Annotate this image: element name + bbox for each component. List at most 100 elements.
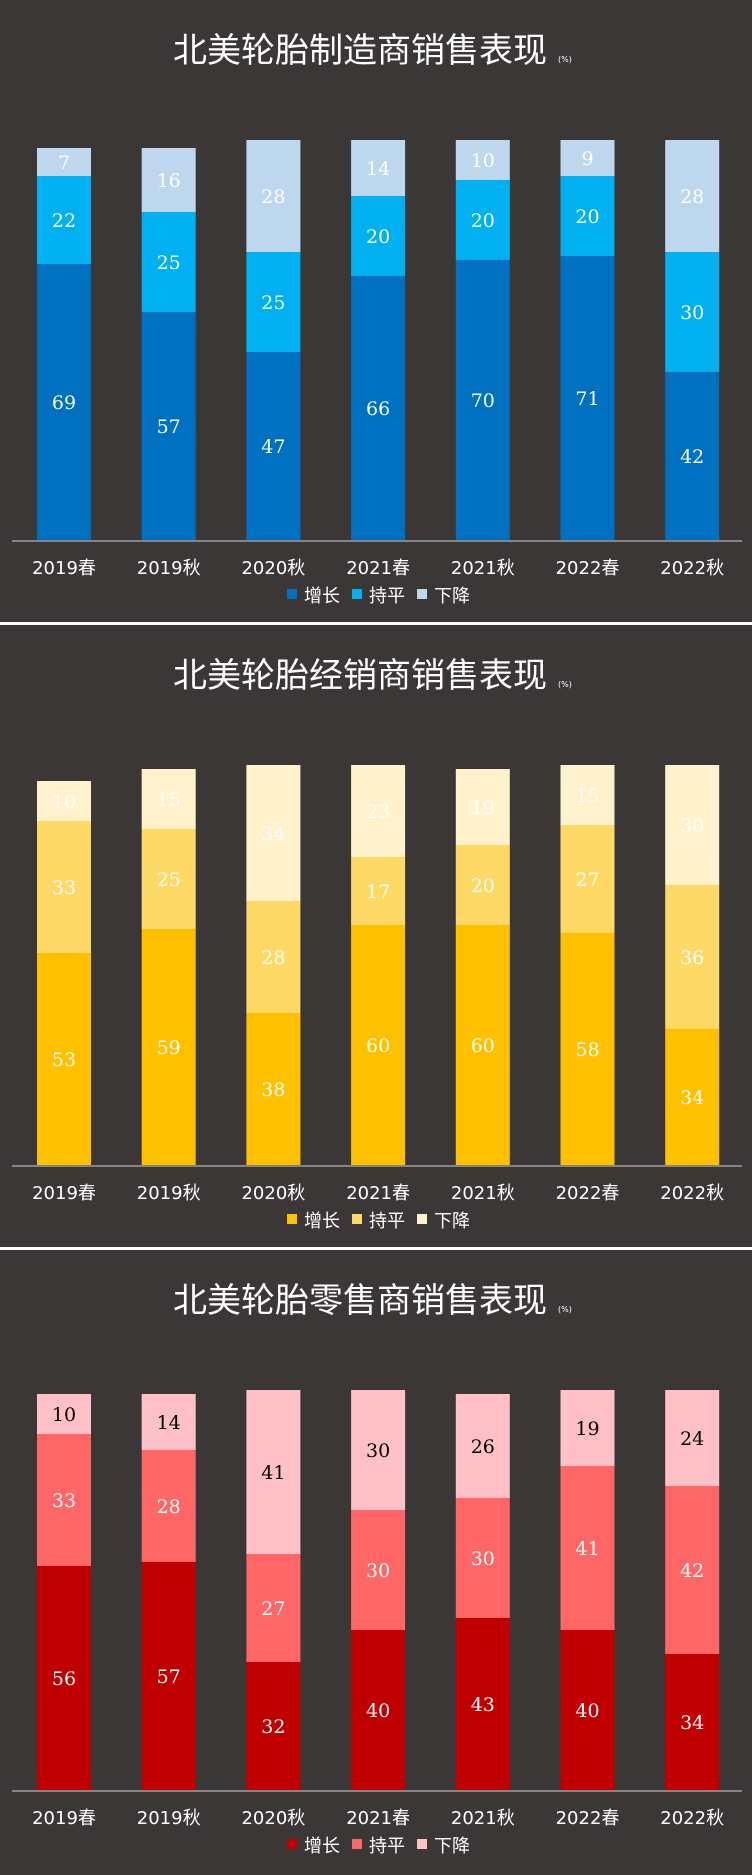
retailer-data-label: 34: [680, 1712, 704, 1734]
manufacturer-bar-segment: [37, 264, 91, 540]
retailer-chart-title: 北美轮胎零售商销售表现: [173, 1281, 547, 1321]
manufacturer-bar-segment: [141, 312, 196, 540]
retailer-category-label: 2019秋: [137, 1808, 201, 1829]
dealer-data-label: 19: [471, 797, 495, 819]
manufacturer-data-label: 25: [157, 252, 181, 274]
retailer-bar-segment: [246, 1554, 301, 1662]
dealer-data-label: 23: [366, 801, 390, 823]
manufacturer-category-label: 2022春: [556, 558, 620, 579]
retailer-data-label: 19: [575, 1418, 599, 1440]
manufacturer-bar-segment: [246, 252, 301, 352]
retailer-data-label: 41: [575, 1538, 599, 1560]
dealer-category-label: 2022秋: [660, 1183, 724, 1204]
retailer-bar-segment: [351, 1630, 406, 1790]
manufacturer-category-label: 2021秋: [451, 558, 515, 579]
dealer-bar-segment: [37, 821, 91, 953]
dealer-data-label: 34: [261, 823, 285, 845]
retailer-bar-segment: [665, 1654, 720, 1790]
retailer-data-label: 33: [52, 1490, 76, 1512]
manufacturer-legend-label: 下降: [434, 586, 470, 607]
manufacturer-bar-segment: [665, 140, 720, 252]
manufacturer-data-label: 28: [680, 186, 704, 208]
dealer-legend-swatch: [287, 1214, 297, 1224]
manufacturer-bar-segment: [665, 252, 720, 372]
retailer-category-label: 2020秋: [241, 1808, 305, 1829]
retailer-category-label: 2021秋: [451, 1808, 515, 1829]
retailer-data-label: 30: [366, 1560, 390, 1582]
retailer-data-label: 14: [157, 1412, 181, 1434]
dealer-bar-segment: [351, 925, 406, 1165]
retailer-bar-segment: [455, 1618, 510, 1790]
manufacturer-data-label: 57: [157, 416, 181, 438]
manufacturer-legend-swatch: [287, 589, 297, 599]
manufacturer-data-label: 20: [575, 206, 599, 228]
manufacturer-legend-swatch: [417, 589, 427, 599]
manufacturer-bar-segment: [351, 140, 406, 196]
dealer-bar-segment: [141, 929, 196, 1165]
retailer-chart-panel: 北美轮胎零售商销售表现 (%) 56 33 10 2019春 57 28 14 2019秋 32 27…: [0, 1250, 752, 1875]
dealer-category-label: 2021秋: [451, 1183, 515, 1204]
retailer-data-label: 41: [261, 1462, 285, 1484]
manufacturer-bar-segment: [37, 176, 91, 264]
manufacturer-bar-segment: [455, 140, 510, 180]
retailer-legend-swatch: [352, 1839, 362, 1849]
dealer-data-label: 53: [52, 1049, 76, 1071]
dealer-category-label: 2021春: [346, 1183, 410, 1204]
retailer-bar-segment: [560, 1390, 615, 1466]
retailer-bar-segment: [246, 1662, 301, 1790]
manufacturer-chart-panel: 北美轮胎制造商销售表现 (%) 69 22 7 2019春 57 25 16 2019秋 47 25 2…: [0, 0, 752, 622]
dealer-chart: 北美轮胎经销商销售表现 (%) 53 33 10 2019春 59 25 15 2019秋 38 28…: [12, 656, 742, 1232]
dealer-category-label: 2020秋: [241, 1183, 305, 1204]
retailer-category-label: 2021春: [346, 1808, 410, 1829]
manufacturer-bar-segment: [141, 212, 196, 312]
retailer-data-label: 40: [366, 1700, 390, 1722]
manufacturer-bar-segment: [665, 372, 720, 540]
retailer-bar-segment: [141, 1450, 196, 1562]
retailer-bar-segment: [455, 1394, 510, 1498]
retailer-bar-segment: [351, 1510, 406, 1630]
dealer-data-label: 38: [261, 1079, 285, 1101]
dealer-bar-segment: [455, 925, 510, 1165]
dealer-legend-label: 持平: [369, 1211, 405, 1232]
dealer-data-label: 20: [471, 875, 495, 897]
dealer-bar-segment: [455, 769, 510, 845]
manufacturer-data-label: 42: [680, 446, 704, 468]
retailer-bar-segment: [246, 1390, 301, 1554]
dealer-data-label: 60: [366, 1035, 390, 1057]
retailer-data-label: 10: [52, 1404, 76, 1426]
manufacturer-category-label: 2021春: [346, 558, 410, 579]
manufacturer-bar-segment: [351, 196, 406, 276]
manufacturer-data-label: 20: [471, 210, 495, 232]
manufacturer-bar-segment: [560, 176, 615, 256]
manufacturer-category-label: 2020秋: [241, 558, 305, 579]
retailer-bar-segment: [351, 1390, 406, 1510]
manufacturer-data-label: 7: [58, 152, 70, 174]
dealer-data-label: 30: [680, 815, 704, 837]
dealer-bar-segment: [246, 765, 301, 901]
manufacturer-data-label: 30: [680, 302, 704, 324]
manufacturer-chart: 北美轮胎制造商销售表现 (%) 69 22 7 2019春 57 25 16 2019秋 47 25 2…: [12, 31, 742, 607]
manufacturer-chart-title: 北美轮胎制造商销售表现: [173, 31, 547, 71]
manufacturer-legend-label: 增长: [304, 586, 340, 607]
manufacturer-data-label: 10: [471, 150, 495, 172]
dealer-bar-segment: [246, 901, 301, 1013]
dealer-data-label: 17: [366, 881, 390, 903]
manufacturer-category-label: 2019春: [32, 558, 96, 579]
manufacturer-bar-segment: [246, 140, 301, 252]
manufacturer-data-label: 14: [366, 158, 390, 180]
retailer-data-label: 24: [680, 1428, 704, 1450]
retailer-data-label: 27: [261, 1598, 285, 1620]
retailer-data-label: 43: [471, 1694, 495, 1716]
retailer-category-label: 2022秋: [660, 1808, 724, 1829]
dealer-chart-title: 北美轮胎经销商销售表现: [173, 656, 547, 696]
manufacturer-bar-segment: [455, 260, 510, 540]
dealer-legend-label: 增长: [304, 1211, 340, 1232]
manufacturer-data-label: 9: [581, 148, 593, 170]
dealer-bar-segment: [560, 825, 615, 933]
manufacturer-bar-segment: [37, 148, 91, 176]
dealer-bar-segment: [665, 1029, 720, 1165]
retailer-bar-segment: [141, 1562, 196, 1790]
retailer-bar-segment: [141, 1394, 196, 1450]
dealer-bar-segment: [560, 765, 615, 825]
manufacturer-data-label: 69: [52, 392, 76, 414]
